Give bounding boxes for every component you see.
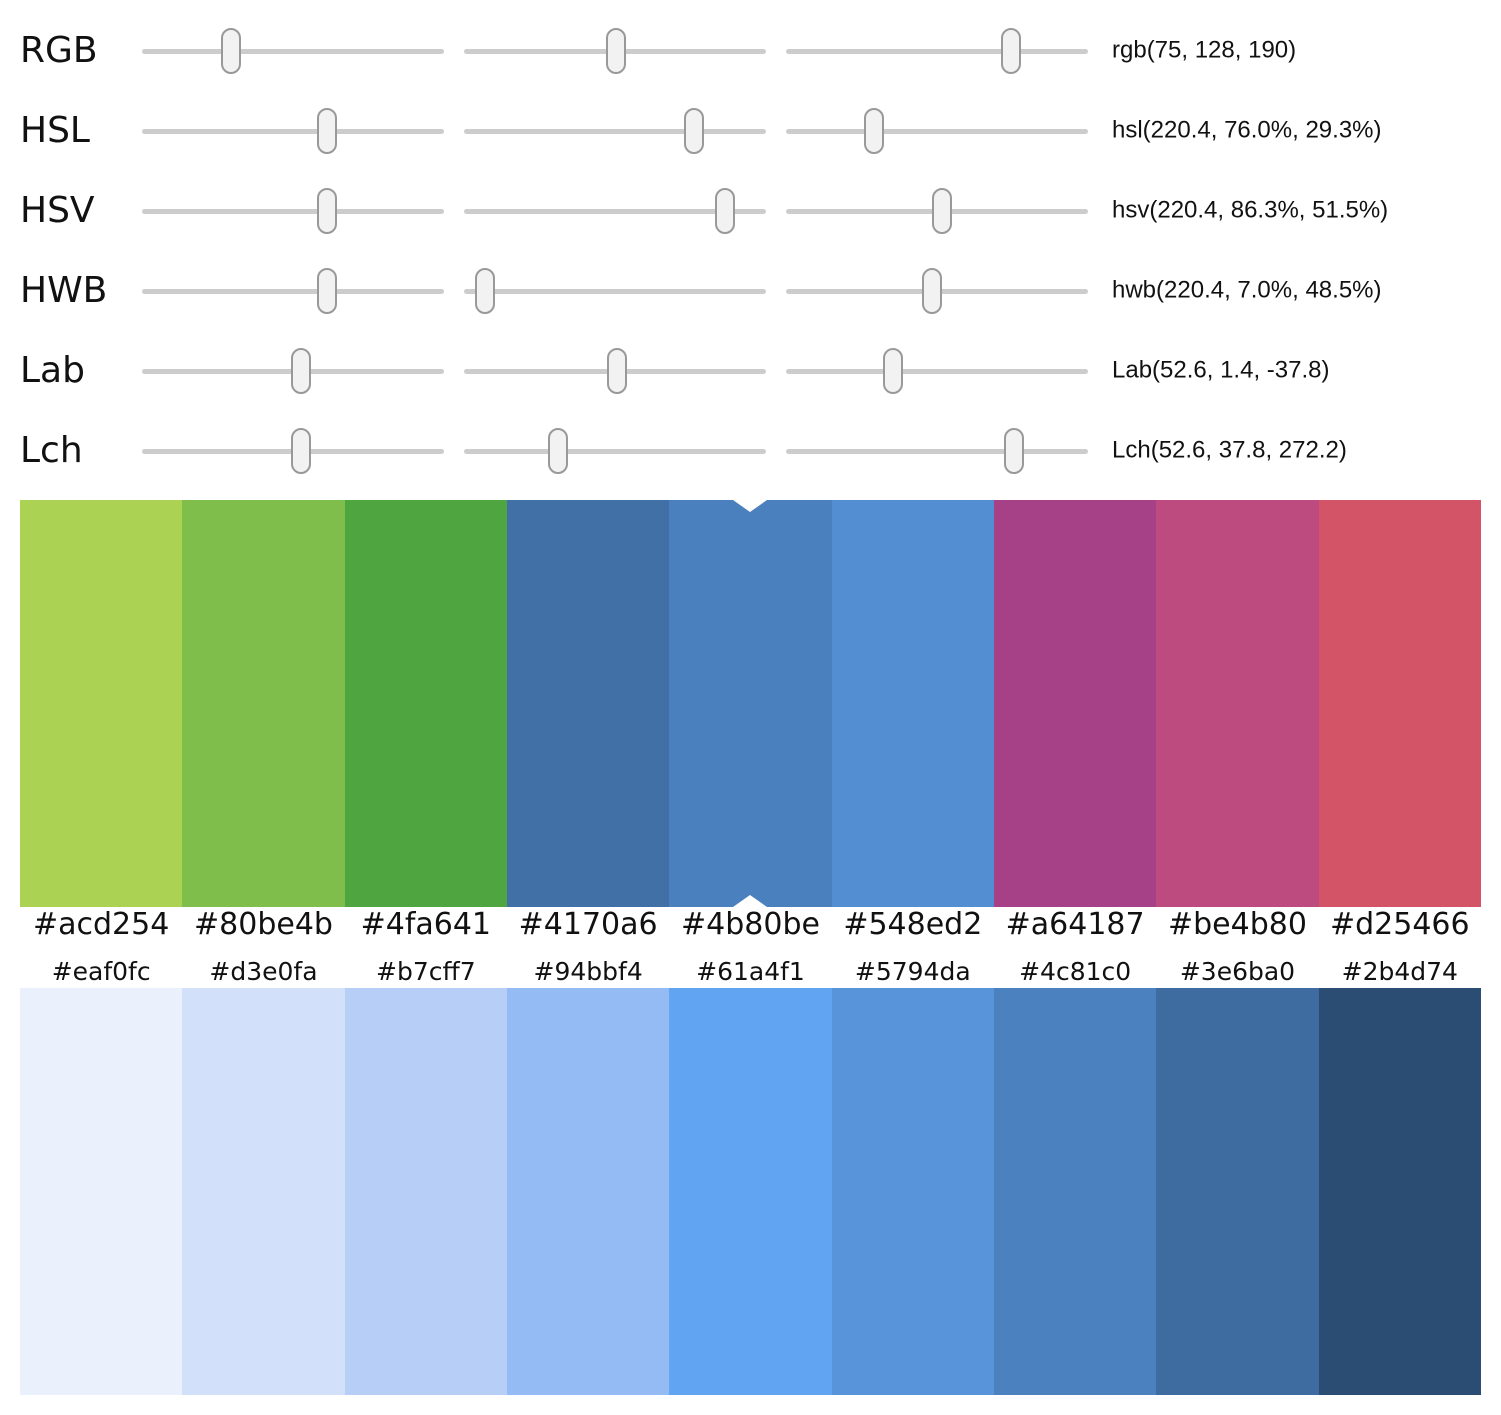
slider-thumb-hsv-1[interactable] — [316, 188, 337, 234]
slider-row-lch: Lch Lch(52.6, 37.8, 272.2) — [0, 411, 1501, 491]
color-value-lab: Lab(52.6, 1.4, -37.8) — [1112, 356, 1330, 384]
swatch-b7cff7[interactable] — [344, 988, 507, 1395]
hex-label-4fa641: #4fa641 — [360, 907, 492, 942]
color-value-lch: Lch(52.6, 37.8, 272.2) — [1112, 436, 1347, 464]
slider-thumb-lab-3[interactable] — [882, 348, 903, 394]
slider-track-lab-1[interactable] — [142, 348, 444, 394]
slider-row-lab: Lab Lab(52.6, 1.4, -37.8) — [0, 331, 1501, 411]
slider-track-hsl-3[interactable] — [786, 108, 1088, 154]
slider-thumb-lab-1[interactable] — [290, 348, 311, 394]
hex-label-2b4d74: #2b4d74 — [1341, 956, 1458, 986]
swatch-2b4d74[interactable] — [1318, 988, 1481, 1395]
slider-thumb-lch-3[interactable] — [1004, 428, 1025, 474]
hex-label-80be4b: #80be4b — [194, 907, 333, 942]
swatch-94bbf4[interactable] — [506, 988, 670, 1395]
hex-label-be4b80: #be4b80 — [1167, 907, 1307, 942]
swatch-be4b80[interactable] — [1156, 500, 1319, 907]
hex-label-3e6ba0: #3e6ba0 — [1179, 956, 1296, 986]
colorspace-label-hsl: HSL — [20, 110, 90, 151]
slider-track-rgb-2[interactable] — [464, 28, 766, 74]
slider-track-hsv-3[interactable] — [786, 188, 1088, 234]
slider-thumb-rgb-3[interactable] — [1000, 28, 1021, 74]
slider-track-hsv-2[interactable] — [464, 188, 766, 234]
colorspace-label-hsv: HSV — [20, 190, 95, 231]
slider-track-lch-2[interactable] — [464, 428, 766, 474]
hex-label-4b80be: #4b80be — [681, 907, 820, 942]
swatch-4b80be[interactable] — [669, 500, 832, 907]
hex-label-b7cff7: #b7cff7 — [376, 956, 476, 986]
hex-label-eaf0fc: #eaf0fc — [51, 956, 151, 986]
shade-palette-hex-labels: #eaf0fc #d3e0fa #b7cff7 #94bbf4 #61a4f1 #5794… — [20, 952, 1481, 990]
swatch-3e6ba0[interactable] — [1156, 988, 1319, 1395]
slider-thumb-rgb-1[interactable] — [220, 28, 241, 74]
slider-thumb-lch-2[interactable] — [547, 428, 568, 474]
hex-label-4c81c0: #4c81c0 — [1019, 956, 1132, 986]
swatch-548ed2[interactable] — [831, 500, 994, 907]
color-value-hwb: hwb(220.4, 7.0%, 48.5%) — [1112, 276, 1382, 304]
selected-swatch-notch-bottom-icon — [733, 895, 768, 907]
hue-palette-hex-labels: #acd254 #80be4b #4fa641 #4170a6 #4b80be #548e… — [20, 906, 1481, 944]
hex-label-94bbf4: #94bbf4 — [533, 956, 643, 986]
swatch-acd254[interactable] — [20, 500, 183, 907]
slider-thumb-hsl-1[interactable] — [316, 108, 337, 154]
slider-track-lch-3[interactable] — [786, 428, 1088, 474]
swatch-4c81c0[interactable] — [993, 988, 1157, 1395]
slider-track-rgb-3[interactable] — [786, 28, 1088, 74]
colorspace-label-hwb: HWB — [20, 270, 108, 311]
swatch-80be4b[interactable] — [182, 500, 345, 907]
hex-label-4170a6: #4170a6 — [518, 907, 658, 942]
slider-track-hsl-1[interactable] — [142, 108, 444, 154]
slider-row-hwb: HWB hwb(220.4, 7.0%, 48.5%) — [0, 251, 1501, 331]
selected-swatch-notch-top-icon — [733, 500, 768, 512]
slider-track-lab-2[interactable] — [464, 348, 766, 394]
slider-track-rgb-1[interactable] — [142, 28, 444, 74]
slider-track-lch-1[interactable] — [142, 428, 444, 474]
slider-track-hwb-1[interactable] — [142, 268, 444, 314]
slider-thumb-hsl-3[interactable] — [864, 108, 885, 154]
swatch-4170a6[interactable] — [506, 500, 670, 907]
slider-row-hsl: HSL hsl(220.4, 76.0%, 29.3%) — [0, 91, 1501, 171]
colorspace-label-rgb: RGB — [20, 30, 98, 71]
colorspace-label-lab: Lab — [20, 350, 85, 391]
slider-thumb-lab-2[interactable] — [606, 348, 627, 394]
slider-thumb-hsl-2[interactable] — [683, 108, 704, 154]
slider-track-hwb-3[interactable] — [786, 268, 1088, 314]
hex-label-d25466: #d25466 — [1329, 907, 1470, 942]
hex-label-548ed2: #548ed2 — [843, 907, 983, 942]
slider-thumb-rgb-2[interactable] — [605, 28, 626, 74]
slider-thumb-hwb-2[interactable] — [475, 268, 496, 314]
swatch-eaf0fc[interactable] — [20, 988, 183, 1395]
color-value-rgb: rgb(75, 128, 190) — [1112, 36, 1297, 64]
hex-label-acd254: #acd254 — [33, 907, 170, 942]
colorspace-label-lch: Lch — [20, 430, 83, 471]
slider-row-hsv: HSV hsv(220.4, 86.3%, 51.5%) — [0, 171, 1501, 251]
slider-thumb-lch-1[interactable] — [290, 428, 311, 474]
slider-thumb-hsv-3[interactable] — [931, 188, 952, 234]
swatch-4fa641[interactable] — [344, 500, 507, 907]
slider-track-hwb-2[interactable] — [464, 268, 766, 314]
color-value-hsl: hsl(220.4, 76.0%, 29.3%) — [1112, 116, 1382, 144]
slider-track-hsv-1[interactable] — [142, 188, 444, 234]
slider-row-rgb: RGB rgb(75, 128, 190) — [0, 11, 1501, 91]
swatch-a64187[interactable] — [993, 500, 1157, 907]
hex-label-61a4f1: #61a4f1 — [696, 956, 805, 986]
slider-thumb-hwb-1[interactable] — [316, 268, 337, 314]
color-value-hsv: hsv(220.4, 86.3%, 51.5%) — [1112, 196, 1389, 224]
slider-track-lab-3[interactable] — [786, 348, 1088, 394]
slider-track-hsl-2[interactable] — [464, 108, 766, 154]
swatch-d3e0fa[interactable] — [182, 988, 345, 1395]
hex-label-5794da: #5794da — [854, 956, 971, 986]
swatch-5794da[interactable] — [831, 988, 994, 1395]
shade-palette — [20, 988, 1481, 1395]
hex-label-d3e0fa: #d3e0fa — [209, 956, 318, 986]
swatch-d25466[interactable] — [1318, 500, 1481, 907]
hex-label-a64187: #a64187 — [1005, 907, 1145, 942]
swatch-61a4f1[interactable] — [669, 988, 832, 1395]
slider-thumb-hsv-2[interactable] — [714, 188, 735, 234]
slider-thumb-hwb-3[interactable] — [922, 268, 943, 314]
hue-palette — [20, 500, 1481, 907]
